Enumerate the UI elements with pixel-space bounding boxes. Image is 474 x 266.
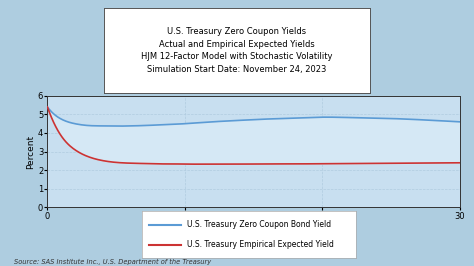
- X-axis label: Years to Maturity: Years to Maturity: [215, 223, 292, 232]
- Text: U.S. Treasury Zero Coupon Bond Yield: U.S. Treasury Zero Coupon Bond Yield: [187, 220, 331, 229]
- Text: Source: SAS Institute Inc., U.S. Department of the Treasury: Source: SAS Institute Inc., U.S. Departm…: [14, 259, 211, 265]
- Text: U.S. Treasury Zero Coupon Yields
Actual and Empirical Expected Yields
HJM 12-Fac: U.S. Treasury Zero Coupon Yields Actual …: [141, 27, 333, 74]
- Text: U.S. Treasury Empirical Expected Yield: U.S. Treasury Empirical Expected Yield: [187, 240, 334, 250]
- Y-axis label: Percent: Percent: [26, 135, 35, 169]
